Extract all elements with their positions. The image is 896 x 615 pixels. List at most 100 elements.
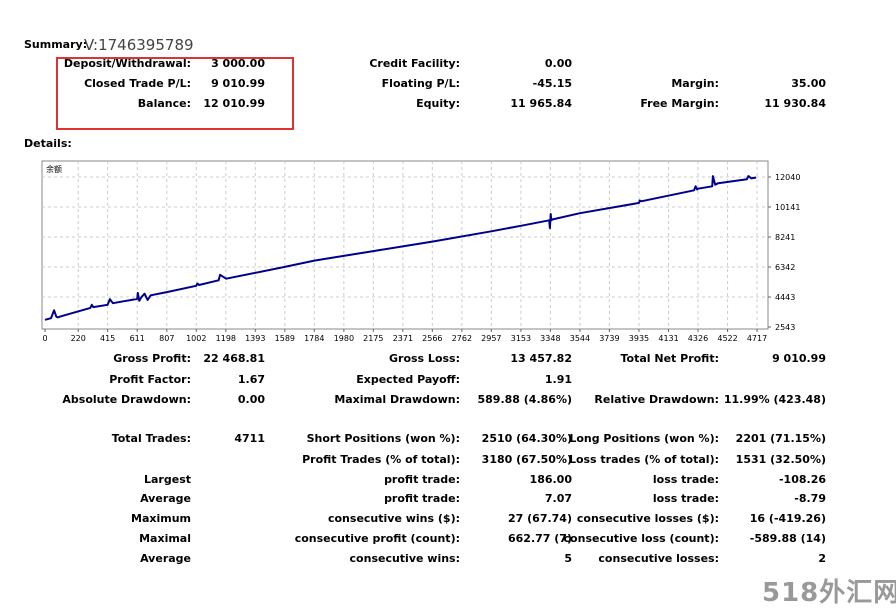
details-label: profit trade: xyxy=(384,492,460,505)
x-tick-label: 1980 xyxy=(334,334,354,343)
balance-line xyxy=(44,175,757,321)
details-label: loss trade: xyxy=(652,473,719,486)
details-value: 7.07 xyxy=(544,492,572,505)
y-tick-label: 8241 xyxy=(775,233,795,242)
details-value: 186.00 xyxy=(529,473,572,486)
details-label: Long Positions (won %): xyxy=(569,432,719,445)
x-tick-label: 1393 xyxy=(245,334,265,343)
details-value: 22 468.81 xyxy=(203,352,265,365)
details-value: 11.99% (423.48) xyxy=(723,393,826,406)
x-tick-label: 2566 xyxy=(422,334,442,343)
details-value: 662.77 (7) xyxy=(508,532,572,545)
details-label: Profit Trades (% of total): xyxy=(302,453,460,466)
details-label: profit trade: xyxy=(384,473,460,486)
x-tick-label: 1002 xyxy=(186,334,206,343)
y-tick-label: 6342 xyxy=(775,263,795,272)
details-label: Total Net Profit: xyxy=(620,352,720,365)
details-label: Maximum xyxy=(131,512,191,525)
details-label: Gross Profit: xyxy=(113,352,191,365)
x-tick-label: 0 xyxy=(42,334,47,343)
details-label: Average xyxy=(140,552,191,565)
summary-value: 12 010.99 xyxy=(203,97,265,110)
x-tick-label: 415 xyxy=(100,334,115,343)
details-label: loss trade: xyxy=(652,492,719,505)
highlight-box xyxy=(56,57,294,130)
y-tick-label: 4443 xyxy=(775,293,795,302)
x-tick-label: 1784 xyxy=(304,334,324,343)
details-value: 1.91 xyxy=(544,373,572,386)
details-label: Maximal xyxy=(139,532,191,545)
details-label: Average xyxy=(140,492,191,505)
details-value: 0.00 xyxy=(237,393,265,406)
x-tick-label: 3739 xyxy=(599,334,619,343)
summary-label: Free Margin: xyxy=(640,97,719,110)
summary-value: 0.00 xyxy=(544,57,572,70)
x-tick-label: 1198 xyxy=(216,334,236,343)
x-tick-label: 4522 xyxy=(717,334,737,343)
summary-label: Equity: xyxy=(416,97,460,110)
x-tick-label: 611 xyxy=(130,334,145,343)
details-label: consecutive loss (count): xyxy=(563,532,719,545)
details-heading: Details: xyxy=(24,137,72,150)
details-label: consecutive wins ($): xyxy=(327,512,460,525)
y-tick-label: 2543 xyxy=(775,323,795,332)
details-label: consecutive losses ($): xyxy=(576,512,719,525)
summary-value: 11 965.84 xyxy=(510,97,572,110)
details-label: Relative Drawdown: xyxy=(594,393,719,406)
x-tick-label: 1589 xyxy=(275,334,295,343)
details-value: 2510 (64.30%) xyxy=(481,432,572,445)
details-label: Absolute Drawdown: xyxy=(62,393,191,406)
details-label: consecutive profit (count): xyxy=(294,532,460,545)
x-tick-label: 4326 xyxy=(688,334,708,343)
details-value: 16 (-419.26) xyxy=(749,512,826,525)
details-value: -108.26 xyxy=(778,473,826,486)
details-value: 1.67 xyxy=(237,373,265,386)
x-tick-label: 2957 xyxy=(481,334,501,343)
details-value: 1531 (32.50%) xyxy=(735,453,826,466)
x-tick-label: 4131 xyxy=(658,334,678,343)
balance-chart: 0 220 415 611 807 1002 1198 1393 1589 1784 1980 217… xyxy=(41,160,800,343)
summary-heading: Summary: xyxy=(24,38,88,51)
x-tick-label: 3348 xyxy=(540,334,560,343)
x-tick-label: 2175 xyxy=(363,334,383,343)
details-value: -8.79 xyxy=(794,492,826,505)
details-value: 2 xyxy=(818,552,826,565)
summary-label: Credit Facility: xyxy=(369,57,460,70)
details-label: Largest xyxy=(144,473,191,486)
details-label: Profit Factor: xyxy=(109,373,191,386)
x-tick-label: 2371 xyxy=(393,334,413,343)
details-label: Expected Payoff: xyxy=(356,373,460,386)
summary-label: Balance: xyxy=(137,97,191,110)
details-value: -589.88 (14) xyxy=(749,532,826,545)
x-tick-label: 3153 xyxy=(511,334,531,343)
details-value: 13 457.82 xyxy=(510,352,572,365)
details-value: 2201 (71.15%) xyxy=(735,432,826,445)
x-tick-label: 220 xyxy=(71,334,86,343)
chart-title: 余额 xyxy=(46,164,62,174)
summary-value: 9 010.99 xyxy=(211,77,265,90)
details-value: 589.88 (4.86%) xyxy=(477,393,573,406)
summary-label: Floating P/L: xyxy=(381,77,460,90)
details-value: 5 xyxy=(564,552,572,565)
account-id: V:1746395789 xyxy=(84,36,194,54)
details-value: 4711 xyxy=(234,432,265,445)
y-tick-label: 12040 xyxy=(775,173,800,182)
details-label: Maximal Drawdown: xyxy=(334,393,460,406)
details-label: Loss trades (% of total): xyxy=(568,453,719,466)
summary-label: Closed Trade P/L: xyxy=(84,77,191,90)
details-value: 9 010.99 xyxy=(772,352,826,365)
summary-value: -45.15 xyxy=(532,77,572,90)
x-tick-label: 2762 xyxy=(452,334,472,343)
x-tick-label: 3544 xyxy=(570,334,590,343)
details-label: Total Trades: xyxy=(111,432,191,445)
details-label: consecutive losses: xyxy=(598,552,719,565)
x-tick-label: 4717 xyxy=(747,334,767,343)
x-tick-label: 3935 xyxy=(629,334,649,343)
details-value: 27 (67.74) xyxy=(508,512,572,525)
details-label: Gross Loss: xyxy=(389,352,460,365)
summary-value: 11 930.84 xyxy=(764,97,826,110)
summary-value: 35.00 xyxy=(791,77,826,90)
y-tick-label: 10141 xyxy=(775,203,800,212)
details-label: Short Positions (won %): xyxy=(306,432,460,445)
